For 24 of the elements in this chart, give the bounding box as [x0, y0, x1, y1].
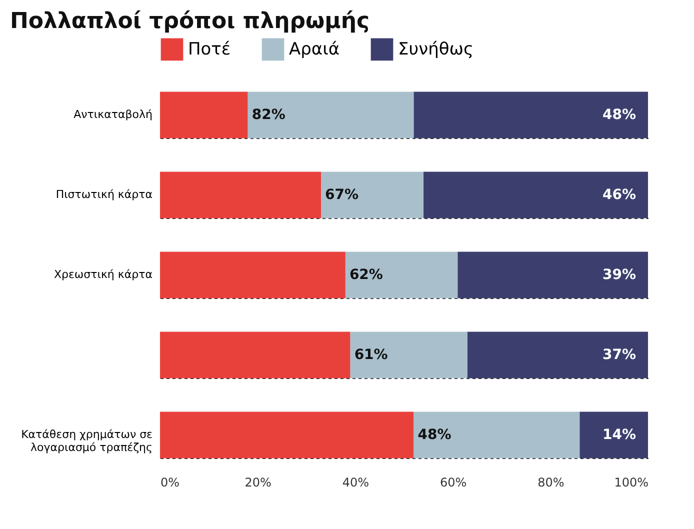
legend-label: Συνήθως [398, 39, 474, 60]
data-label: 48% [602, 107, 636, 123]
y-tick-label: Αντικαταβολή [74, 108, 153, 121]
annotation: 62% [349, 267, 383, 283]
x-tick-label: 80% [538, 476, 564, 490]
data-label: 14% [602, 427, 636, 443]
y-tick-label: Πιστωτική κάρτα [56, 188, 152, 201]
x-tick-label: 0% [160, 476, 180, 490]
legend-label: Αραιά [289, 39, 340, 60]
data-label: 37% [602, 347, 636, 363]
chart-title: Πολλαπλοί τρόποι πληρωμής [10, 9, 370, 34]
legend-label: Ποτέ [188, 39, 231, 60]
annotation: 61% [354, 347, 388, 363]
data-label: 46% [602, 187, 636, 203]
data-label: 39% [602, 267, 636, 283]
annotation: 48% [418, 427, 452, 443]
x-tick-label: 60% [440, 476, 467, 490]
x-tick-label: 40% [342, 476, 370, 490]
x-tick-label: 100% [614, 476, 648, 490]
y-tick-label: Χρεωστική κάρτα [54, 268, 152, 281]
annotation: 82% [252, 107, 286, 123]
x-tick-label: 20% [244, 476, 272, 490]
y-tick-label: Κατάθεση χρημάτων σε λογαριασμό τραπέζης [21, 428, 153, 454]
annotation: 67% [325, 187, 359, 203]
